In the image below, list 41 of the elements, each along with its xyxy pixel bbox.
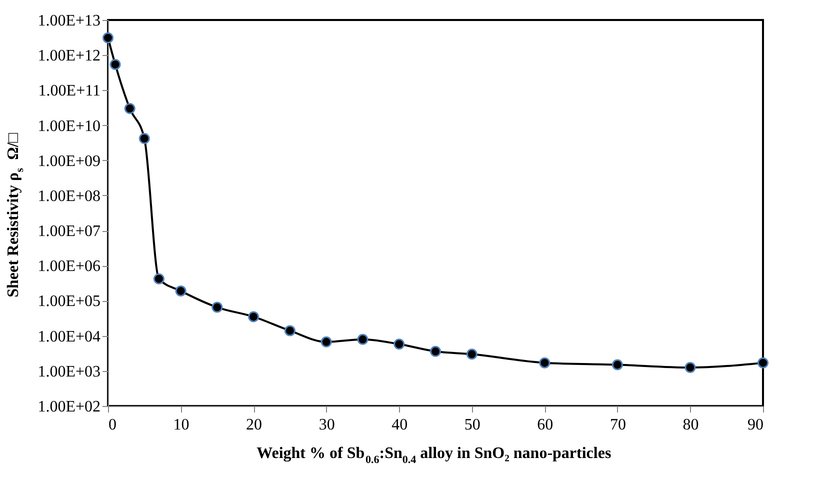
y-tick-label: 1.00E+13 bbox=[38, 12, 100, 30]
y-tick-label: 1.00E+09 bbox=[38, 152, 100, 170]
point bbox=[175, 285, 186, 296]
point bbox=[248, 311, 260, 322]
y-tick-label: 1.00E+04 bbox=[38, 328, 100, 346]
point bbox=[212, 302, 223, 313]
point bbox=[284, 325, 296, 336]
x-tick-label: 90 bbox=[748, 416, 764, 434]
x-tick-label: 20 bbox=[246, 416, 262, 434]
point bbox=[102, 32, 114, 44]
y-tick-label: 1.00E+10 bbox=[38, 118, 100, 135]
y-tick-label: 1.00E+07 bbox=[38, 223, 100, 240]
y-tick-label: 1.00E+12 bbox=[38, 48, 100, 65]
x-tick-label: 0 bbox=[108, 416, 116, 434]
point bbox=[138, 133, 150, 144]
point bbox=[394, 338, 405, 350]
x-tick-label: 10 bbox=[173, 416, 190, 434]
point bbox=[612, 359, 623, 370]
y-tick-label: 1.00E+11 bbox=[38, 82, 100, 100]
point bbox=[684, 362, 696, 373]
y-axis-title: Sheet Resistivity ρs Ω/□ bbox=[5, 132, 26, 298]
y-tick-label: 1.00E+08 bbox=[38, 188, 100, 205]
x-tick-label: 40 bbox=[392, 416, 408, 434]
point bbox=[357, 334, 368, 345]
x-tick-label: 30 bbox=[318, 416, 335, 434]
x-tick-label: 50 bbox=[464, 416, 480, 434]
y-tick-label: 1.00E+06 bbox=[38, 258, 100, 276]
x-tick-label: 80 bbox=[682, 416, 699, 434]
y-tick-label: 1.00E+03 bbox=[38, 363, 100, 380]
point bbox=[110, 59, 121, 70]
x-tick-label: 60 bbox=[537, 416, 554, 434]
point bbox=[153, 273, 164, 284]
point bbox=[430, 346, 441, 357]
point bbox=[758, 357, 768, 368]
y-tick-label: 1.00E+02 bbox=[38, 398, 100, 416]
point bbox=[466, 348, 478, 360]
point bbox=[539, 357, 550, 368]
point bbox=[320, 336, 332, 348]
point bbox=[124, 103, 136, 114]
x-tick-label: 70 bbox=[610, 416, 626, 434]
y-tick-label: 1.00E+05 bbox=[38, 293, 100, 310]
